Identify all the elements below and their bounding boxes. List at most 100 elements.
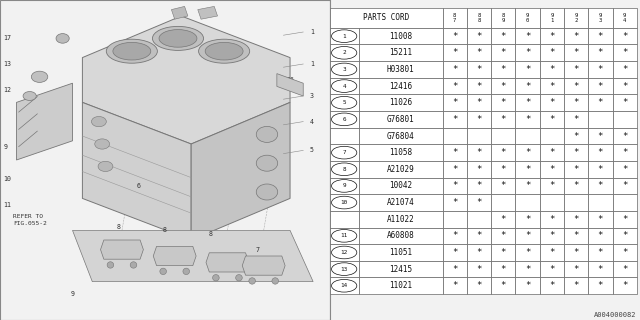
Circle shape xyxy=(332,229,357,242)
Text: *: * xyxy=(452,48,458,57)
Bar xyxy=(564,94,588,111)
Text: *: * xyxy=(525,248,530,257)
Bar xyxy=(330,244,359,261)
Text: *: * xyxy=(549,82,554,91)
Bar xyxy=(540,8,564,28)
Text: *: * xyxy=(622,181,627,190)
Bar xyxy=(564,161,588,178)
Bar xyxy=(540,178,564,194)
Bar xyxy=(442,228,467,244)
Text: *: * xyxy=(452,82,458,91)
Bar xyxy=(467,161,491,178)
Polygon shape xyxy=(72,230,313,282)
Bar xyxy=(467,61,491,78)
Text: *: * xyxy=(622,148,627,157)
Bar xyxy=(515,8,540,28)
Bar xyxy=(564,178,588,194)
Ellipse shape xyxy=(113,42,151,60)
Bar xyxy=(540,144,564,161)
Circle shape xyxy=(332,146,357,159)
Circle shape xyxy=(249,278,255,284)
Text: *: * xyxy=(598,65,603,74)
Text: *: * xyxy=(500,32,506,41)
Bar xyxy=(612,111,637,128)
Text: 14: 14 xyxy=(340,283,348,288)
Bar xyxy=(612,94,637,111)
Bar xyxy=(491,8,515,28)
Bar xyxy=(515,94,540,111)
Text: A21029: A21029 xyxy=(387,165,415,174)
Text: *: * xyxy=(622,231,627,240)
Bar xyxy=(564,78,588,94)
Bar xyxy=(330,44,359,61)
Text: *: * xyxy=(500,281,506,290)
Text: *: * xyxy=(476,181,482,190)
Bar xyxy=(491,94,515,111)
Bar xyxy=(612,61,637,78)
Bar xyxy=(330,94,359,111)
Text: *: * xyxy=(598,82,603,91)
Text: *: * xyxy=(452,115,458,124)
Circle shape xyxy=(332,263,357,276)
Bar xyxy=(515,211,540,228)
Text: 8
7: 8 7 xyxy=(453,13,456,23)
Bar xyxy=(540,128,564,144)
Text: *: * xyxy=(452,198,458,207)
Bar xyxy=(612,144,637,161)
Circle shape xyxy=(332,46,357,59)
Bar xyxy=(515,261,540,277)
Bar xyxy=(612,244,637,261)
Bar xyxy=(467,78,491,94)
Text: *: * xyxy=(622,281,627,290)
Text: *: * xyxy=(573,165,579,174)
Bar xyxy=(540,94,564,111)
Text: *: * xyxy=(452,265,458,274)
Bar xyxy=(515,144,540,161)
Text: *: * xyxy=(549,115,554,124)
Text: *: * xyxy=(476,165,482,174)
Circle shape xyxy=(107,262,114,268)
Bar xyxy=(515,277,540,294)
Bar xyxy=(330,111,359,128)
Bar xyxy=(467,178,491,194)
Text: *: * xyxy=(573,281,579,290)
Bar xyxy=(515,178,540,194)
Text: 8: 8 xyxy=(116,224,121,230)
Text: 6: 6 xyxy=(342,117,346,122)
Ellipse shape xyxy=(198,39,250,63)
Text: REFER TO
FIG.055-2: REFER TO FIG.055-2 xyxy=(13,214,47,226)
Bar xyxy=(442,78,467,94)
Bar xyxy=(588,128,612,144)
Bar xyxy=(588,178,612,194)
Bar xyxy=(588,28,612,44)
Bar xyxy=(359,178,442,194)
Text: *: * xyxy=(573,215,579,224)
Bar xyxy=(612,277,637,294)
Bar xyxy=(442,28,467,44)
Bar xyxy=(588,8,612,28)
Circle shape xyxy=(160,268,166,275)
Bar xyxy=(467,28,491,44)
Bar xyxy=(467,144,491,161)
Text: *: * xyxy=(525,215,530,224)
Text: A60808: A60808 xyxy=(387,231,415,240)
Bar xyxy=(467,261,491,277)
Text: *: * xyxy=(549,48,554,57)
Text: *: * xyxy=(573,65,579,74)
Text: *: * xyxy=(549,181,554,190)
Text: 16: 16 xyxy=(286,77,294,83)
Text: *: * xyxy=(525,82,530,91)
Text: *: * xyxy=(476,248,482,257)
Text: PARTS CORD: PARTS CORD xyxy=(363,13,409,22)
Bar xyxy=(491,144,515,161)
Text: *: * xyxy=(476,231,482,240)
Bar xyxy=(515,28,540,44)
Text: 11021: 11021 xyxy=(389,281,412,290)
Bar xyxy=(442,61,467,78)
Bar xyxy=(359,61,442,78)
Text: *: * xyxy=(573,82,579,91)
Bar xyxy=(442,111,467,128)
Bar xyxy=(564,111,588,128)
Text: *: * xyxy=(549,165,554,174)
Bar xyxy=(612,261,637,277)
